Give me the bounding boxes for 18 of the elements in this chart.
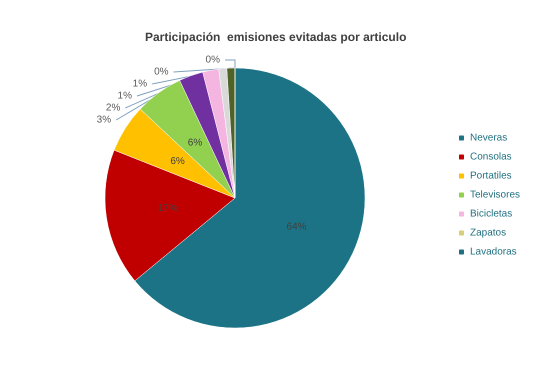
legend-label: Lavadoras <box>470 246 517 258</box>
legend-label: Zapatos <box>470 228 506 238</box>
data-label: 3% <box>96 114 112 126</box>
data-label: 17% <box>158 203 178 214</box>
legend-label: Bicicletas <box>470 208 512 220</box>
legend-label: Consolas <box>470 152 512 162</box>
text: 0% <box>206 54 220 66</box>
legend-label: Portatiles <box>470 170 512 182</box>
data-label: 1% <box>118 90 132 102</box>
chart-title: Participación emisiones evitadas por articulo <box>145 30 406 44</box>
text: 0% <box>154 66 169 78</box>
legend-label: Televisores <box>470 190 520 200</box>
data-label: 6% <box>170 156 185 168</box>
data-label: 64% <box>286 221 307 232</box>
data-label: 1% <box>132 78 148 90</box>
data-label: 2% <box>106 102 120 114</box>
data-label: 6% <box>188 137 202 148</box>
legend-label: Neveras <box>470 132 508 144</box>
